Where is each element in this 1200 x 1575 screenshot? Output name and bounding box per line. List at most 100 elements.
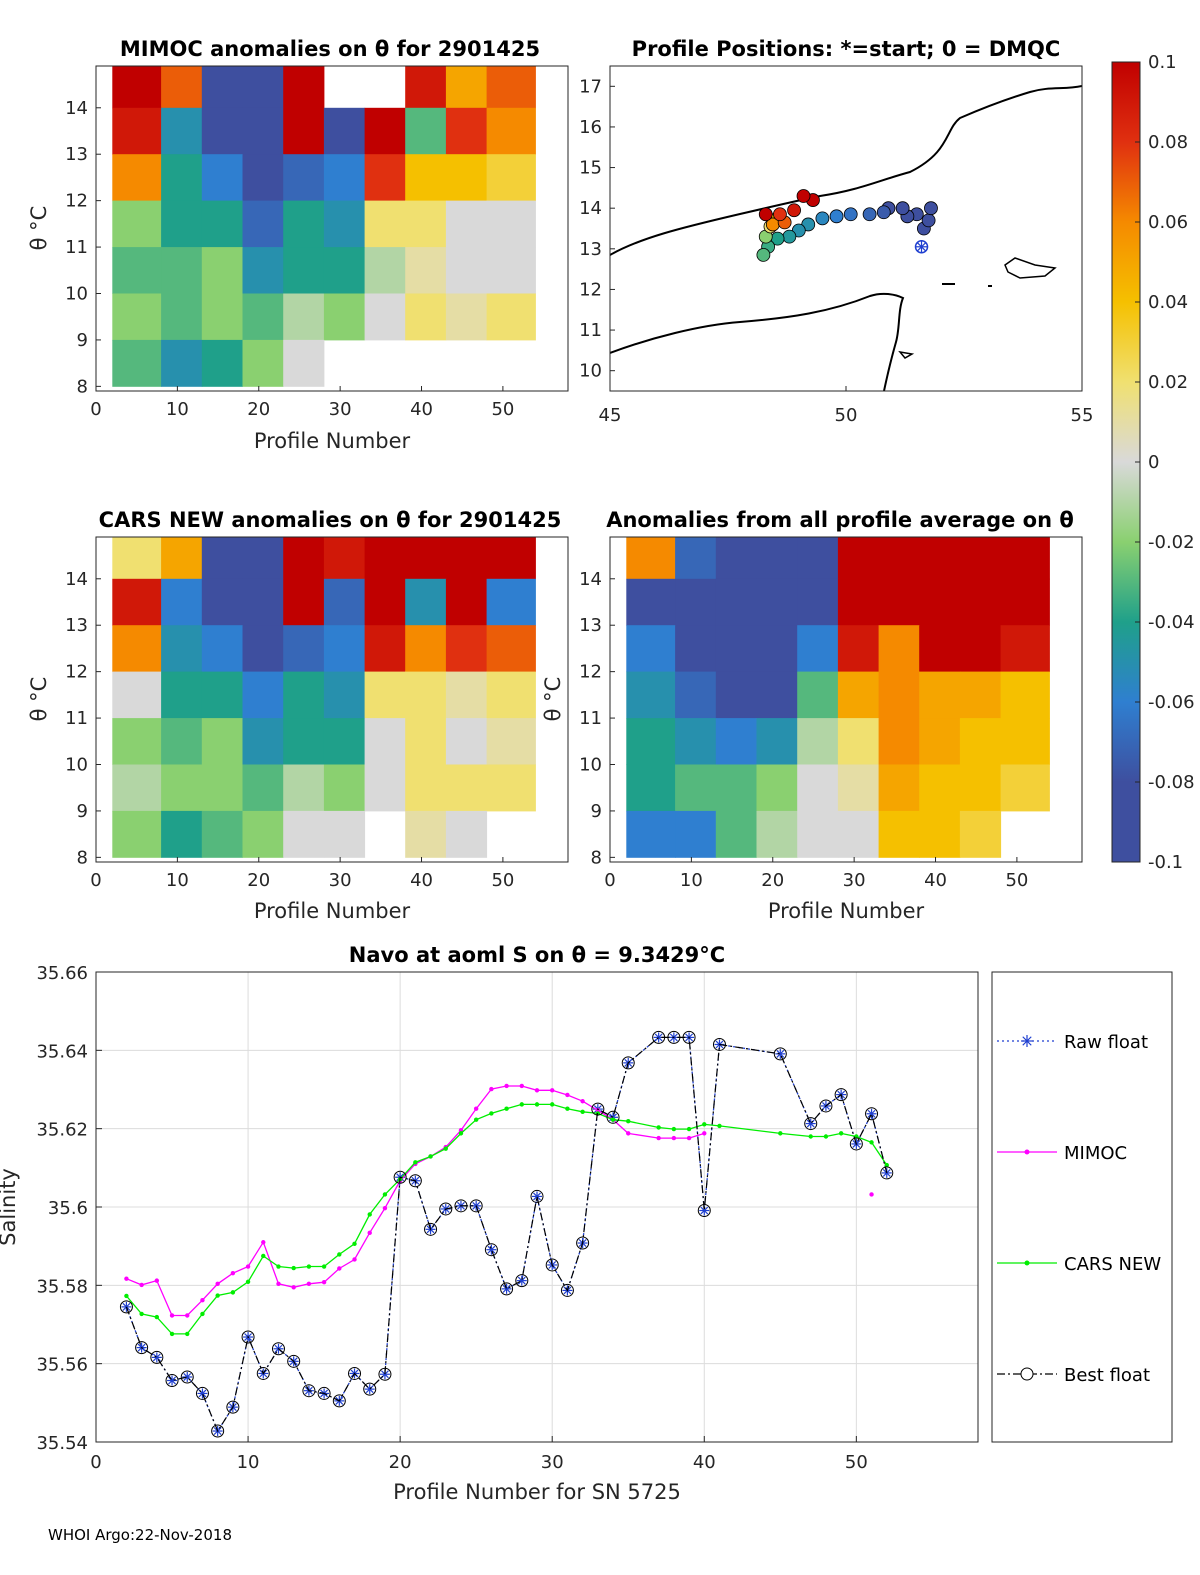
allavg-cell — [1000, 764, 1050, 812]
point-cars — [504, 1106, 509, 1111]
point-mimoc — [154, 1278, 160, 1283]
allavg-cell — [919, 764, 961, 812]
cars-cell — [283, 625, 325, 673]
point-best — [256, 1366, 270, 1380]
point-mimoc — [321, 1280, 327, 1285]
mimoc-cell — [112, 247, 162, 294]
cars-cell — [161, 537, 203, 580]
cars-cell — [242, 625, 284, 673]
salinity-ytick-label: 35.62 — [36, 1120, 88, 1141]
point-raw — [700, 1206, 709, 1215]
point-best — [880, 1166, 894, 1180]
legend-marker-raw — [1022, 1036, 1032, 1046]
series-line-cars — [125, 1103, 888, 1335]
mimoc-cell — [112, 107, 162, 155]
cars-cell — [486, 718, 536, 765]
allavg-cell — [797, 718, 839, 765]
allavg-cell — [959, 625, 1002, 673]
cars-cell — [405, 810, 447, 858]
point-best — [515, 1274, 529, 1288]
mimoc-cell — [486, 293, 536, 341]
mimoc-cell — [201, 247, 243, 294]
positions-xtick-label: 45 — [599, 405, 622, 426]
point-best — [287, 1354, 301, 1368]
cars-ytick-label: 14 — [65, 569, 88, 590]
cars-cell — [405, 625, 447, 673]
cars-cell — [201, 764, 243, 812]
colorbar-tick-label: 0 — [1148, 452, 1159, 473]
allavg-cell — [797, 537, 839, 580]
mimoc-cell — [201, 293, 243, 341]
salinity-ytick-label: 35.56 — [36, 1355, 88, 1376]
position-marker — [862, 207, 877, 222]
positions-title: Profile Positions: *=start; 0 = DMQC — [632, 37, 1061, 61]
allavg-xtick-label: 50 — [1005, 870, 1028, 891]
allavg-cell — [878, 810, 920, 858]
salinity-title: Navo at aoml S on θ = 9.3429°C — [349, 943, 725, 967]
cars-cell — [323, 671, 366, 719]
point-best — [682, 1030, 696, 1044]
point-best — [591, 1102, 605, 1116]
mimoc-cell — [405, 107, 447, 155]
cars-cell — [445, 578, 488, 626]
point-raw — [365, 1385, 374, 1394]
salinity-ticks: 0 10 20 30 40 50 35.54 35.56 35.58 35.6 35.62 35.64… — [36, 963, 867, 1473]
allavg-cell — [715, 625, 757, 673]
allavg-ytick-label: 8 — [591, 847, 602, 868]
mimoc-cell — [112, 200, 162, 248]
mimoc-cell — [323, 293, 366, 341]
mimoc-ytick-label: 13 — [65, 144, 88, 165]
legend-label-raw: Raw float — [1064, 1032, 1148, 1053]
allavg-ytick-label: 13 — [579, 615, 602, 636]
point-mimoc — [185, 1313, 190, 1318]
cars-cell — [364, 671, 406, 719]
allavg-cell — [837, 625, 880, 673]
point-mimoc — [489, 1086, 494, 1092]
point-cars — [291, 1265, 296, 1271]
allavg-cell — [837, 810, 880, 858]
cars-cell — [201, 537, 243, 580]
mimoc-title: MIMOC anomalies on θ for 2901425 — [120, 37, 540, 61]
allavg-cell — [626, 578, 676, 626]
cars-ytick-label: 9 — [77, 801, 88, 822]
salinity-ytick-label: 35.6 — [48, 1198, 88, 1219]
mimoc-cell — [323, 200, 366, 248]
point-best — [165, 1374, 179, 1388]
point-mimoc — [656, 1135, 661, 1141]
point-mimoc — [565, 1092, 570, 1098]
mimoc-cell — [201, 200, 243, 248]
point-best — [241, 1330, 255, 1344]
point-cars — [565, 1106, 570, 1111]
mimoc-cell — [364, 247, 406, 294]
allavg-cell — [715, 810, 757, 858]
mimoc-xtick-label: 0 — [90, 399, 101, 420]
point-mimoc — [504, 1083, 509, 1089]
mimoc-xtick-label: 50 — [491, 399, 514, 420]
point-mimoc — [473, 1106, 479, 1111]
mimoc-xlabel: Profile Number — [254, 429, 411, 453]
allavg-cell — [878, 718, 920, 765]
panel-positions: Profile Positions: *=start; 0 = DMQC 45 5… — [579, 37, 1093, 426]
allavg-cell — [1000, 578, 1050, 626]
point-cars — [185, 1331, 190, 1337]
point-best — [363, 1382, 377, 1396]
mimoc-cell — [445, 66, 488, 109]
salinity-ylabel: Salinity — [0, 1168, 20, 1246]
point-raw — [882, 1168, 891, 1177]
mimoc-xtick-label: 10 — [166, 399, 189, 420]
salinity-ytick-label: 35.54 — [36, 1433, 88, 1454]
colorbar-tick-label: 0.1 — [1148, 52, 1177, 73]
point-cars — [686, 1126, 692, 1132]
position-marker — [756, 248, 771, 262]
point-cars — [139, 1311, 144, 1317]
allavg-cell — [919, 671, 961, 719]
panel-allavg: Anomalies from all profile average on θ … — [541, 508, 1083, 923]
mimoc-cell — [283, 107, 325, 155]
allavg-cell — [675, 671, 717, 719]
point-mimoc — [686, 1135, 692, 1141]
salinity-xlabel: Profile Number for SN 5725 — [393, 1480, 681, 1504]
mimoc-cell — [242, 200, 284, 248]
allavg-cell — [626, 537, 676, 580]
mimoc-xtick-label: 40 — [410, 399, 433, 420]
point-cars — [610, 1117, 616, 1122]
